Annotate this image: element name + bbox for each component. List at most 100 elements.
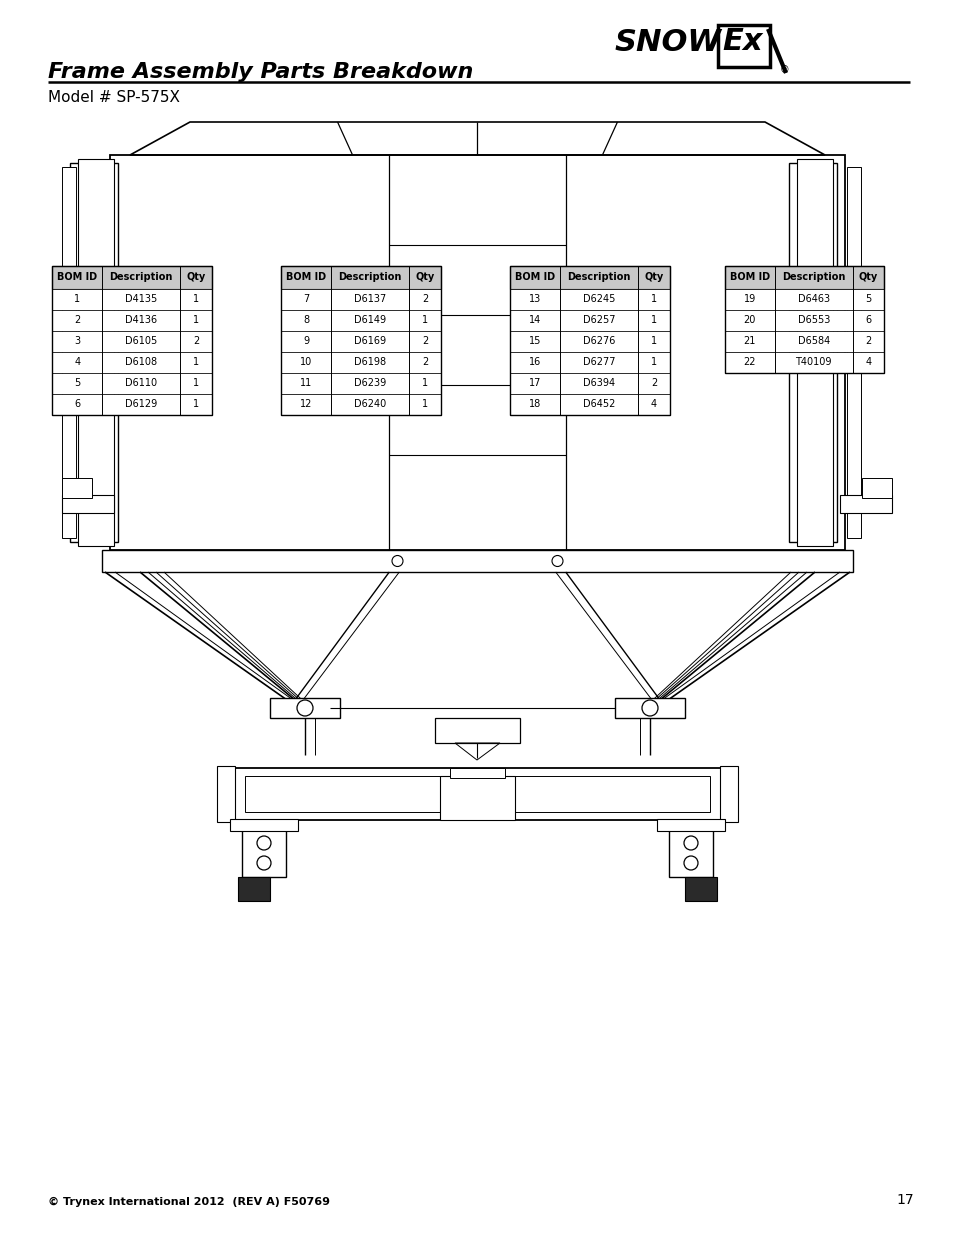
Text: D6108: D6108: [125, 357, 157, 368]
Bar: [225, 768, 729, 820]
Bar: [510, 289, 669, 310]
Bar: [840, 495, 891, 513]
Text: D6276: D6276: [582, 336, 615, 347]
Bar: [439, 776, 515, 820]
Bar: [615, 698, 684, 718]
Text: Qty: Qty: [415, 272, 435, 283]
Text: SNOW: SNOW: [615, 28, 721, 57]
Text: D6452: D6452: [582, 399, 615, 410]
Text: 22: 22: [742, 357, 756, 368]
Bar: [281, 352, 440, 373]
Text: 16: 16: [529, 357, 540, 368]
Text: D6463: D6463: [797, 294, 829, 305]
Text: D6169: D6169: [354, 336, 386, 347]
Text: ®: ®: [780, 65, 789, 75]
Text: 14: 14: [529, 315, 540, 326]
Bar: [510, 373, 669, 394]
Text: 11: 11: [300, 378, 312, 389]
Text: 1: 1: [421, 399, 428, 410]
Text: D6198: D6198: [354, 357, 386, 368]
Text: D6129: D6129: [125, 399, 157, 410]
Bar: [720, 766, 738, 823]
Text: 1: 1: [193, 315, 199, 326]
Text: D6394: D6394: [582, 378, 615, 389]
Bar: [724, 331, 883, 352]
Text: 20: 20: [743, 315, 755, 326]
Text: 4: 4: [650, 399, 657, 410]
Text: T40109: T40109: [795, 357, 831, 368]
Text: 1: 1: [650, 357, 657, 368]
Text: 8: 8: [303, 315, 309, 326]
Text: Qty: Qty: [858, 272, 878, 283]
Text: 17: 17: [529, 378, 540, 389]
Text: 2: 2: [74, 315, 80, 326]
Bar: [52, 373, 212, 394]
Bar: [281, 266, 440, 415]
Text: 6: 6: [74, 399, 80, 410]
Bar: [281, 331, 440, 352]
Text: 18: 18: [529, 399, 540, 410]
Bar: [237, 877, 270, 902]
Bar: [510, 310, 669, 331]
Bar: [270, 698, 339, 718]
Text: Qty: Qty: [186, 272, 206, 283]
Text: Qty: Qty: [643, 272, 663, 283]
Bar: [78, 159, 113, 546]
Bar: [510, 266, 669, 289]
Text: BOM ID: BOM ID: [729, 272, 769, 283]
Text: © Trynex International 2012  (REV A) F50769: © Trynex International 2012 (REV A) F507…: [48, 1197, 330, 1207]
Text: D6149: D6149: [354, 315, 386, 326]
Bar: [52, 310, 212, 331]
Text: 1: 1: [193, 378, 199, 389]
Text: D6553: D6553: [797, 315, 829, 326]
Bar: [52, 331, 212, 352]
Text: 1: 1: [650, 315, 657, 326]
Text: D6105: D6105: [125, 336, 157, 347]
Text: D6277: D6277: [582, 357, 615, 368]
Text: 7: 7: [303, 294, 309, 305]
Text: Ex: Ex: [721, 27, 761, 56]
Text: 5: 5: [864, 294, 871, 305]
Text: BOM ID: BOM ID: [515, 272, 555, 283]
Text: D6239: D6239: [354, 378, 386, 389]
Text: 10: 10: [300, 357, 312, 368]
Bar: [510, 266, 669, 415]
Text: 2: 2: [650, 378, 657, 389]
Bar: [724, 266, 883, 373]
Text: 1: 1: [650, 294, 657, 305]
Bar: [216, 766, 234, 823]
Bar: [510, 352, 669, 373]
Bar: [510, 394, 669, 415]
Text: 4: 4: [864, 357, 871, 368]
Bar: [62, 167, 76, 538]
Bar: [862, 478, 891, 498]
Text: 2: 2: [193, 336, 199, 347]
Text: 3: 3: [74, 336, 80, 347]
Text: D6584: D6584: [797, 336, 829, 347]
Text: 6: 6: [864, 315, 871, 326]
Text: 19: 19: [743, 294, 755, 305]
Bar: [70, 163, 118, 542]
Text: 5: 5: [74, 378, 80, 389]
Text: 17: 17: [896, 1193, 913, 1207]
Text: BOM ID: BOM ID: [57, 272, 97, 283]
Text: Description: Description: [110, 272, 172, 283]
Text: 2: 2: [864, 336, 871, 347]
Text: D6240: D6240: [354, 399, 386, 410]
Text: 2: 2: [421, 294, 428, 305]
Text: 2: 2: [421, 357, 428, 368]
Text: D6245: D6245: [582, 294, 615, 305]
Text: 4: 4: [74, 357, 80, 368]
Text: 1: 1: [74, 294, 80, 305]
Bar: [846, 167, 861, 538]
Bar: [110, 156, 844, 550]
Text: 1: 1: [421, 378, 428, 389]
Bar: [52, 394, 212, 415]
Bar: [718, 25, 769, 67]
Text: D6110: D6110: [125, 378, 157, 389]
Bar: [52, 289, 212, 310]
Bar: [724, 289, 883, 310]
Text: 13: 13: [529, 294, 540, 305]
Bar: [52, 352, 212, 373]
Bar: [242, 825, 286, 877]
